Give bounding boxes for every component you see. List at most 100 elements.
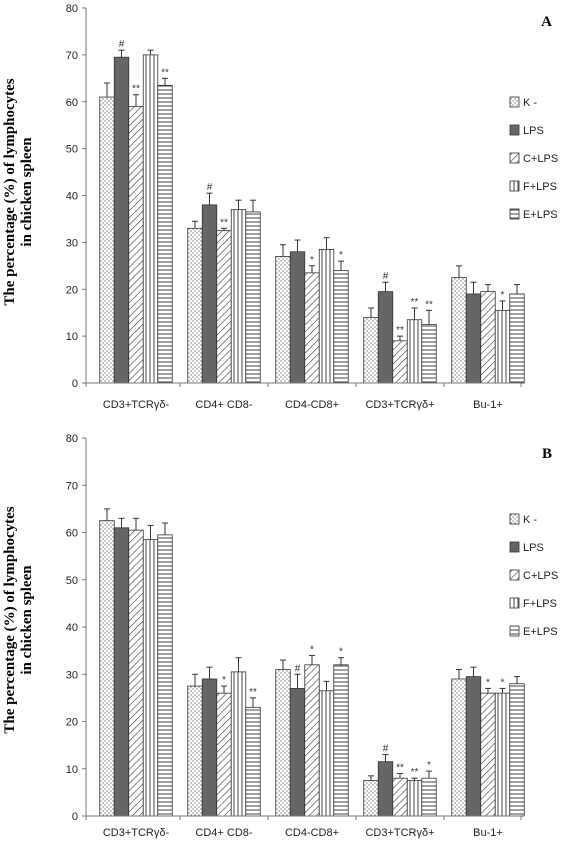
significance-mark: * <box>501 677 505 688</box>
bar <box>113 56 130 384</box>
significance-mark: * <box>310 644 314 655</box>
legend-swatch <box>509 96 520 108</box>
significance-mark: ** <box>425 299 433 310</box>
bar <box>99 520 115 817</box>
bar <box>377 761 394 817</box>
significance-mark: ** <box>396 325 404 336</box>
legend-label: C+LPS <box>523 570 558 582</box>
significance-mark: * <box>501 290 505 301</box>
legend-swatch <box>509 541 520 553</box>
y-tick-label: 60 <box>66 528 78 540</box>
y-tick-label: 30 <box>66 237 78 249</box>
legend: K - LPS C+LPS F+LPS E+LPS <box>509 513 558 638</box>
bar <box>509 683 525 817</box>
y-tick-label: 60 <box>66 97 78 109</box>
panel-a: The percentage (%) of lymphocytes in chi… <box>2 3 558 411</box>
bar <box>421 324 437 384</box>
legend-swatch <box>509 152 520 164</box>
bars: #****#*** *#**** *** <box>99 39 525 384</box>
legend-label: F+LPS <box>523 598 557 610</box>
panel-b: The percentage (%) of lymphocytes in chi… <box>2 433 558 839</box>
y-axis-title-line2: in chicken spleen <box>19 137 35 247</box>
significance-mark: # <box>119 39 125 50</box>
bar <box>187 685 203 817</box>
legend-label: E+LPS <box>523 626 558 638</box>
significance-mark: * <box>427 760 431 771</box>
bar <box>377 291 394 384</box>
significance-mark: ** <box>220 217 228 228</box>
bar <box>465 676 482 817</box>
axes <box>85 438 522 820</box>
bar <box>304 272 320 384</box>
bar <box>201 678 218 817</box>
category-labels: CD3+TCRγδ- CD4+ CD8- CD4-CD8+ CD3+TCRγδ+ Bu-… <box>103 399 503 411</box>
significance-mark: * <box>222 675 226 686</box>
bar <box>142 539 159 817</box>
legend-swatch <box>509 180 520 192</box>
legend-label: F+LPS <box>523 181 557 193</box>
legend-swatch <box>509 208 520 220</box>
y-tick-label: 30 <box>66 669 78 681</box>
bar <box>363 780 379 817</box>
legend-swatch <box>509 569 520 581</box>
y-tick-label: 40 <box>66 622 78 634</box>
legend-swatch <box>509 124 520 136</box>
significance-mark: # <box>383 744 389 755</box>
panel-label: A <box>541 14 552 30</box>
y-tick-label: 20 <box>66 284 78 296</box>
bar <box>480 692 496 817</box>
legend-label: K - <box>523 97 537 109</box>
significance-mark: * <box>339 647 343 658</box>
bar <box>289 251 306 384</box>
bar <box>128 529 144 817</box>
bar <box>392 777 408 817</box>
y-tick-label: 70 <box>66 50 78 62</box>
y-tick-label: 0 <box>72 811 78 823</box>
y-tick-label: 50 <box>66 575 78 587</box>
bars: ***#* *#** **** * <box>99 508 525 817</box>
category-label: CD4-CD8+ <box>285 827 339 839</box>
bar <box>216 692 232 817</box>
y-tick-label: 40 <box>66 191 78 203</box>
significance-mark: ** <box>411 297 419 308</box>
bar <box>509 293 525 384</box>
y-tick-label: 80 <box>66 433 78 445</box>
y-axis-title-line1: The percentage (%) of lymphocytes <box>2 78 18 305</box>
bar <box>245 211 261 384</box>
legend-label: C+LPS <box>523 153 558 165</box>
bar <box>451 277 467 384</box>
bar <box>157 534 173 817</box>
y-tick-label: 20 <box>66 717 78 729</box>
bar <box>465 293 482 384</box>
bar <box>230 209 247 384</box>
significance-mark: * <box>310 255 314 266</box>
y-tick-label: 70 <box>66 480 78 492</box>
legend: K - LPS C+LPS F+LPS E+LPS <box>509 96 558 221</box>
significance-mark: # <box>207 182 213 193</box>
bar <box>406 319 423 384</box>
legend-swatch <box>509 513 520 525</box>
y-axis-title-line1: The percentage (%) of lymphocytes <box>2 506 18 733</box>
bar <box>451 678 467 817</box>
bar <box>494 309 511 384</box>
category-label: Bu-1+ <box>473 827 503 839</box>
bar <box>128 106 144 384</box>
bar <box>363 316 379 384</box>
bar <box>480 291 496 384</box>
bar <box>421 777 437 817</box>
significance-mark: ** <box>396 762 404 773</box>
legend-label: E+LPS <box>523 209 558 221</box>
significance-mark: ** <box>249 687 257 698</box>
significance-mark: # <box>295 663 301 674</box>
significance-mark: * <box>339 250 343 261</box>
significance-mark: ** <box>411 767 419 778</box>
y-ticks: 0 10 20 30 40 50 60 70 80 <box>66 3 86 390</box>
bar <box>392 340 408 384</box>
panel-label: B <box>542 446 552 462</box>
legend-swatch <box>509 597 520 609</box>
bar <box>157 84 173 384</box>
y-tick-label: 10 <box>66 331 78 343</box>
bar <box>230 671 247 817</box>
category-label: CD3+TCRγδ+ <box>365 399 434 411</box>
